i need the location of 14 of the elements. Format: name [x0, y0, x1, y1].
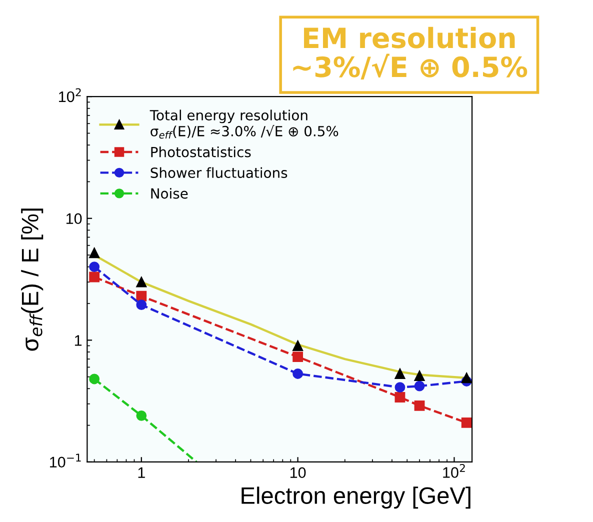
text: EM resolution ~3%/√E ⊕ 0.5% [293, 26, 528, 80]
legend-label: Total energy resolution σ$_{eff}$(E)/E ≈3.0% /√E ⊕ 0.5% [150, 110, 338, 139]
y-tick-label: 1 [74, 335, 82, 346]
x-tick-label: 1 [138, 467, 145, 478]
legend-label: Photostatistics [151, 146, 251, 158]
y-tick-label: 10$^{−1}$ [50, 454, 81, 468]
x-axis-title: Electron energy [GeV] [242, 486, 470, 509]
y-tick-label: 10 [66, 213, 82, 224]
y-axis-title: σ$_{eff}$(E) / E [%] [21, 208, 44, 351]
y-tick-label: 10$^{2}$ [59, 88, 81, 102]
x-tick-label: 10$^{2}$ [443, 464, 465, 478]
legend-label: Noise [151, 188, 188, 199]
legend-label: Shower fluctuations [150, 167, 288, 178]
x-tick-label: 10 [290, 467, 306, 478]
